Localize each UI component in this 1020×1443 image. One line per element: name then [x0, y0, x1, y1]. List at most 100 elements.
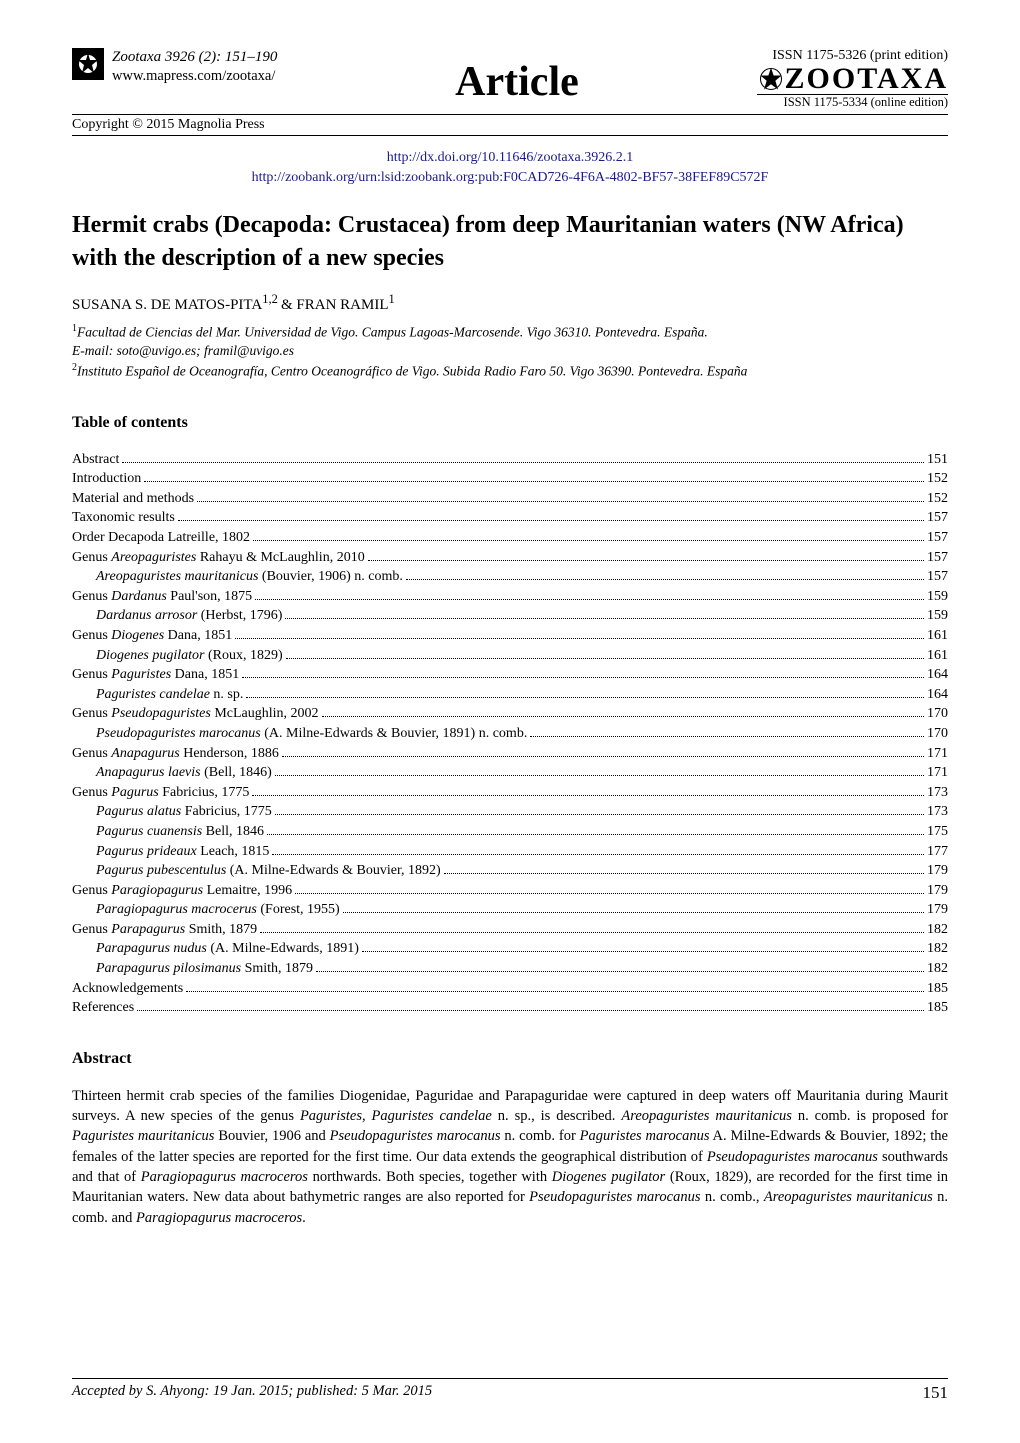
toc-leader-dots — [253, 540, 924, 541]
toc-leader-dots — [246, 697, 924, 698]
toc-row: References185 — [72, 998, 948, 1018]
toc-page-number: 152 — [927, 469, 948, 489]
toc-row: Introduction152 — [72, 469, 948, 489]
toc-row: Genus Paguristes Dana, 1851164 — [72, 665, 948, 685]
abstract-italic-span: Pseudopaguristes marocanus — [330, 1128, 501, 1144]
toc-leader-dots — [275, 814, 924, 815]
toc-leader-dots — [260, 932, 924, 933]
toc-leader-dots — [267, 834, 924, 835]
abstract-italic-span: Pseudopaguristes marocanus — [529, 1189, 700, 1205]
toc-page-number: 179 — [927, 900, 948, 920]
abstract-span: Bouvier, 1906 and — [214, 1128, 329, 1144]
aff-email: E-mail: soto@uvigo.es; framil@uvigo.es — [72, 343, 294, 358]
zootaxa-wordmark: ZOOTAXA — [757, 64, 948, 94]
toc-page-number: 157 — [927, 567, 948, 587]
journal-info-block: Zootaxa 3926 (2): 151–190 www.mapress.co… — [112, 48, 277, 85]
toc-leader-dots — [186, 991, 924, 992]
abstract-span: , — [362, 1108, 372, 1124]
toc-entry-label: Order Decapoda Latreille, 1802 — [72, 528, 250, 548]
toc-leader-dots — [272, 854, 924, 855]
journal-url[interactable]: www.mapress.com/zootaxa/ — [112, 68, 277, 85]
toc-row: Genus Paragiopagurus Lemaitre, 1996 179 — [72, 881, 948, 901]
toc-entry-label: Taxonomic results — [72, 508, 175, 528]
toc-row: Pseudopaguristes marocanus (A. Milne-Edw… — [72, 724, 948, 744]
zoobank-link[interactable]: http://zoobank.org/urn:lsid:zoobank.org:… — [252, 170, 769, 185]
copyright-row: Copyright © 2015 Magnolia Press — [72, 114, 948, 136]
toc-row: Pagurus cuanensis Bell, 1846175 — [72, 822, 948, 842]
toc-entry-label: Abstract — [72, 450, 119, 470]
toc-entry-label: Genus Anapagurus Henderson, 1886 — [72, 744, 279, 764]
toc-page-number: 179 — [927, 881, 948, 901]
accepted-published: Accepted by S. Ahyong: 19 Jan. 2015; pub… — [72, 1383, 432, 1403]
toc-entry-label: Genus Pagurus Fabricius, 1775 — [72, 783, 249, 803]
abstract-italic-span: Paguristes marocanus — [580, 1128, 710, 1144]
abstract-italic-span: Paguristes candelae — [372, 1108, 492, 1124]
abstract-italic-span: Paragiopagurus macroceros — [141, 1169, 308, 1185]
toc-page-number: 171 — [927, 744, 948, 764]
toc-page-number: 152 — [927, 489, 948, 509]
toc-entry-label: Acknowledgements — [72, 979, 183, 999]
toc-leader-dots — [316, 971, 924, 972]
toc-row: Areopaguristes mauritanicus (Bouvier, 19… — [72, 567, 948, 587]
toc-leader-dots — [275, 775, 924, 776]
toc-leader-dots — [178, 520, 924, 521]
toc-leader-dots — [286, 658, 924, 659]
toc-row: Acknowledgements 185 — [72, 979, 948, 999]
toc-entry-label: Pagurus prideaux Leach, 1815 — [96, 842, 269, 862]
toc-leader-dots — [285, 618, 924, 619]
toc-page-number: 164 — [927, 685, 948, 705]
toc-leader-dots — [235, 638, 924, 639]
toc-row: Genus Pagurus Fabricius, 1775173 — [72, 783, 948, 803]
toc-row: Pagurus pubescentulus (A. Milne-Edwards … — [72, 861, 948, 881]
toc-leader-dots — [242, 677, 924, 678]
zootaxa-small-logo-icon — [72, 48, 104, 80]
toc-row: Parapagurus pilosimanus Smith, 1879182 — [72, 959, 948, 979]
abstract-span: n. sp., is described. — [492, 1108, 622, 1124]
abstract-italic-span: Areopaguristes mauritanicus — [621, 1108, 792, 1124]
copyright-text: Copyright © 2015 Magnolia Press — [72, 117, 265, 133]
toc-entry-label: Genus Parapagurus Smith, 1879 — [72, 920, 257, 940]
toc-entry-label: Genus Paguristes Dana, 1851 — [72, 665, 239, 685]
toc-entry-label: Genus Pseudopaguristes McLaughlin, 2002 — [72, 704, 319, 724]
page-number: 151 — [923, 1383, 949, 1403]
affiliations: 1Facultad de Ciencias del Mar. Universid… — [72, 322, 948, 382]
doi-link[interactable]: http://dx.doi.org/10.11646/zootaxa.3926.… — [387, 150, 634, 165]
toc-row: Parapagurus nudus (A. Milne-Edwards, 189… — [72, 939, 948, 959]
toc-entry-label: Paguristes candelae n. sp. — [96, 685, 243, 705]
toc-entry-label: Genus Diogenes Dana, 1851 — [72, 626, 232, 646]
toc-entry-label: Genus Dardanus Paul'son, 1875 — [72, 587, 252, 607]
toc-leader-dots — [122, 462, 924, 463]
doi-links: http://dx.doi.org/10.11646/zootaxa.3926.… — [72, 148, 948, 187]
abstract-italic-span: Paguristes — [300, 1108, 362, 1124]
toc-leader-dots — [255, 599, 924, 600]
author-sup-2: 1 — [389, 292, 395, 306]
toc-leader-dots — [444, 873, 924, 874]
toc-page-number: 157 — [927, 528, 948, 548]
toc-entry-label: Genus Paragiopagurus Lemaitre, 1996 — [72, 881, 292, 901]
journal-name: Zootaxa — [112, 49, 161, 65]
header-right: ISSN 1175-5326 (print edition) ZOOTAXA I… — [757, 48, 948, 110]
toc-entry-label: Paragiopagurus macrocerus (Forest, 1955) — [96, 900, 340, 920]
toc-row: Genus Parapagurus Smith, 1879182 — [72, 920, 948, 940]
toc-entry-label: Pagurus cuanensis Bell, 1846 — [96, 822, 264, 842]
toc-entry-label: Genus Areopaguristes Rahayu & McLaughlin… — [72, 548, 365, 568]
abstract-heading: Abstract — [72, 1050, 948, 1068]
authors-line: SUSANA S. DE MATOS-PITA1,2 & FRAN RAMIL1 — [72, 292, 948, 314]
toc-row: Genus Pseudopaguristes McLaughlin, 2002 1… — [72, 704, 948, 724]
abstract-span: northwards. Both species, together with — [308, 1169, 552, 1185]
toc-page-number: 170 — [927, 704, 948, 724]
author-sup-1: 1,2 — [262, 292, 281, 306]
toc-page-number: 182 — [927, 959, 948, 979]
aff1-text: Facultad de Ciencias del Mar. Universida… — [77, 324, 708, 339]
toc-leader-dots — [137, 1010, 924, 1011]
toc-row: Order Decapoda Latreille, 1802 157 — [72, 528, 948, 548]
toc-entry-label: Parapagurus nudus (A. Milne-Edwards, 189… — [96, 939, 359, 959]
author-names-1: SUSANA S. DE MATOS-PITA — [72, 297, 262, 313]
toc-page-number: 185 — [927, 979, 948, 999]
toc-leader-dots — [343, 912, 924, 913]
zootaxa-star-icon — [757, 65, 785, 93]
toc-page-number: 177 — [927, 842, 948, 862]
toc-entry-label: Pseudopaguristes marocanus (A. Milne-Edw… — [96, 724, 527, 744]
toc-entry-label: Material and methods — [72, 489, 194, 509]
abstract-span: . — [302, 1210, 306, 1226]
